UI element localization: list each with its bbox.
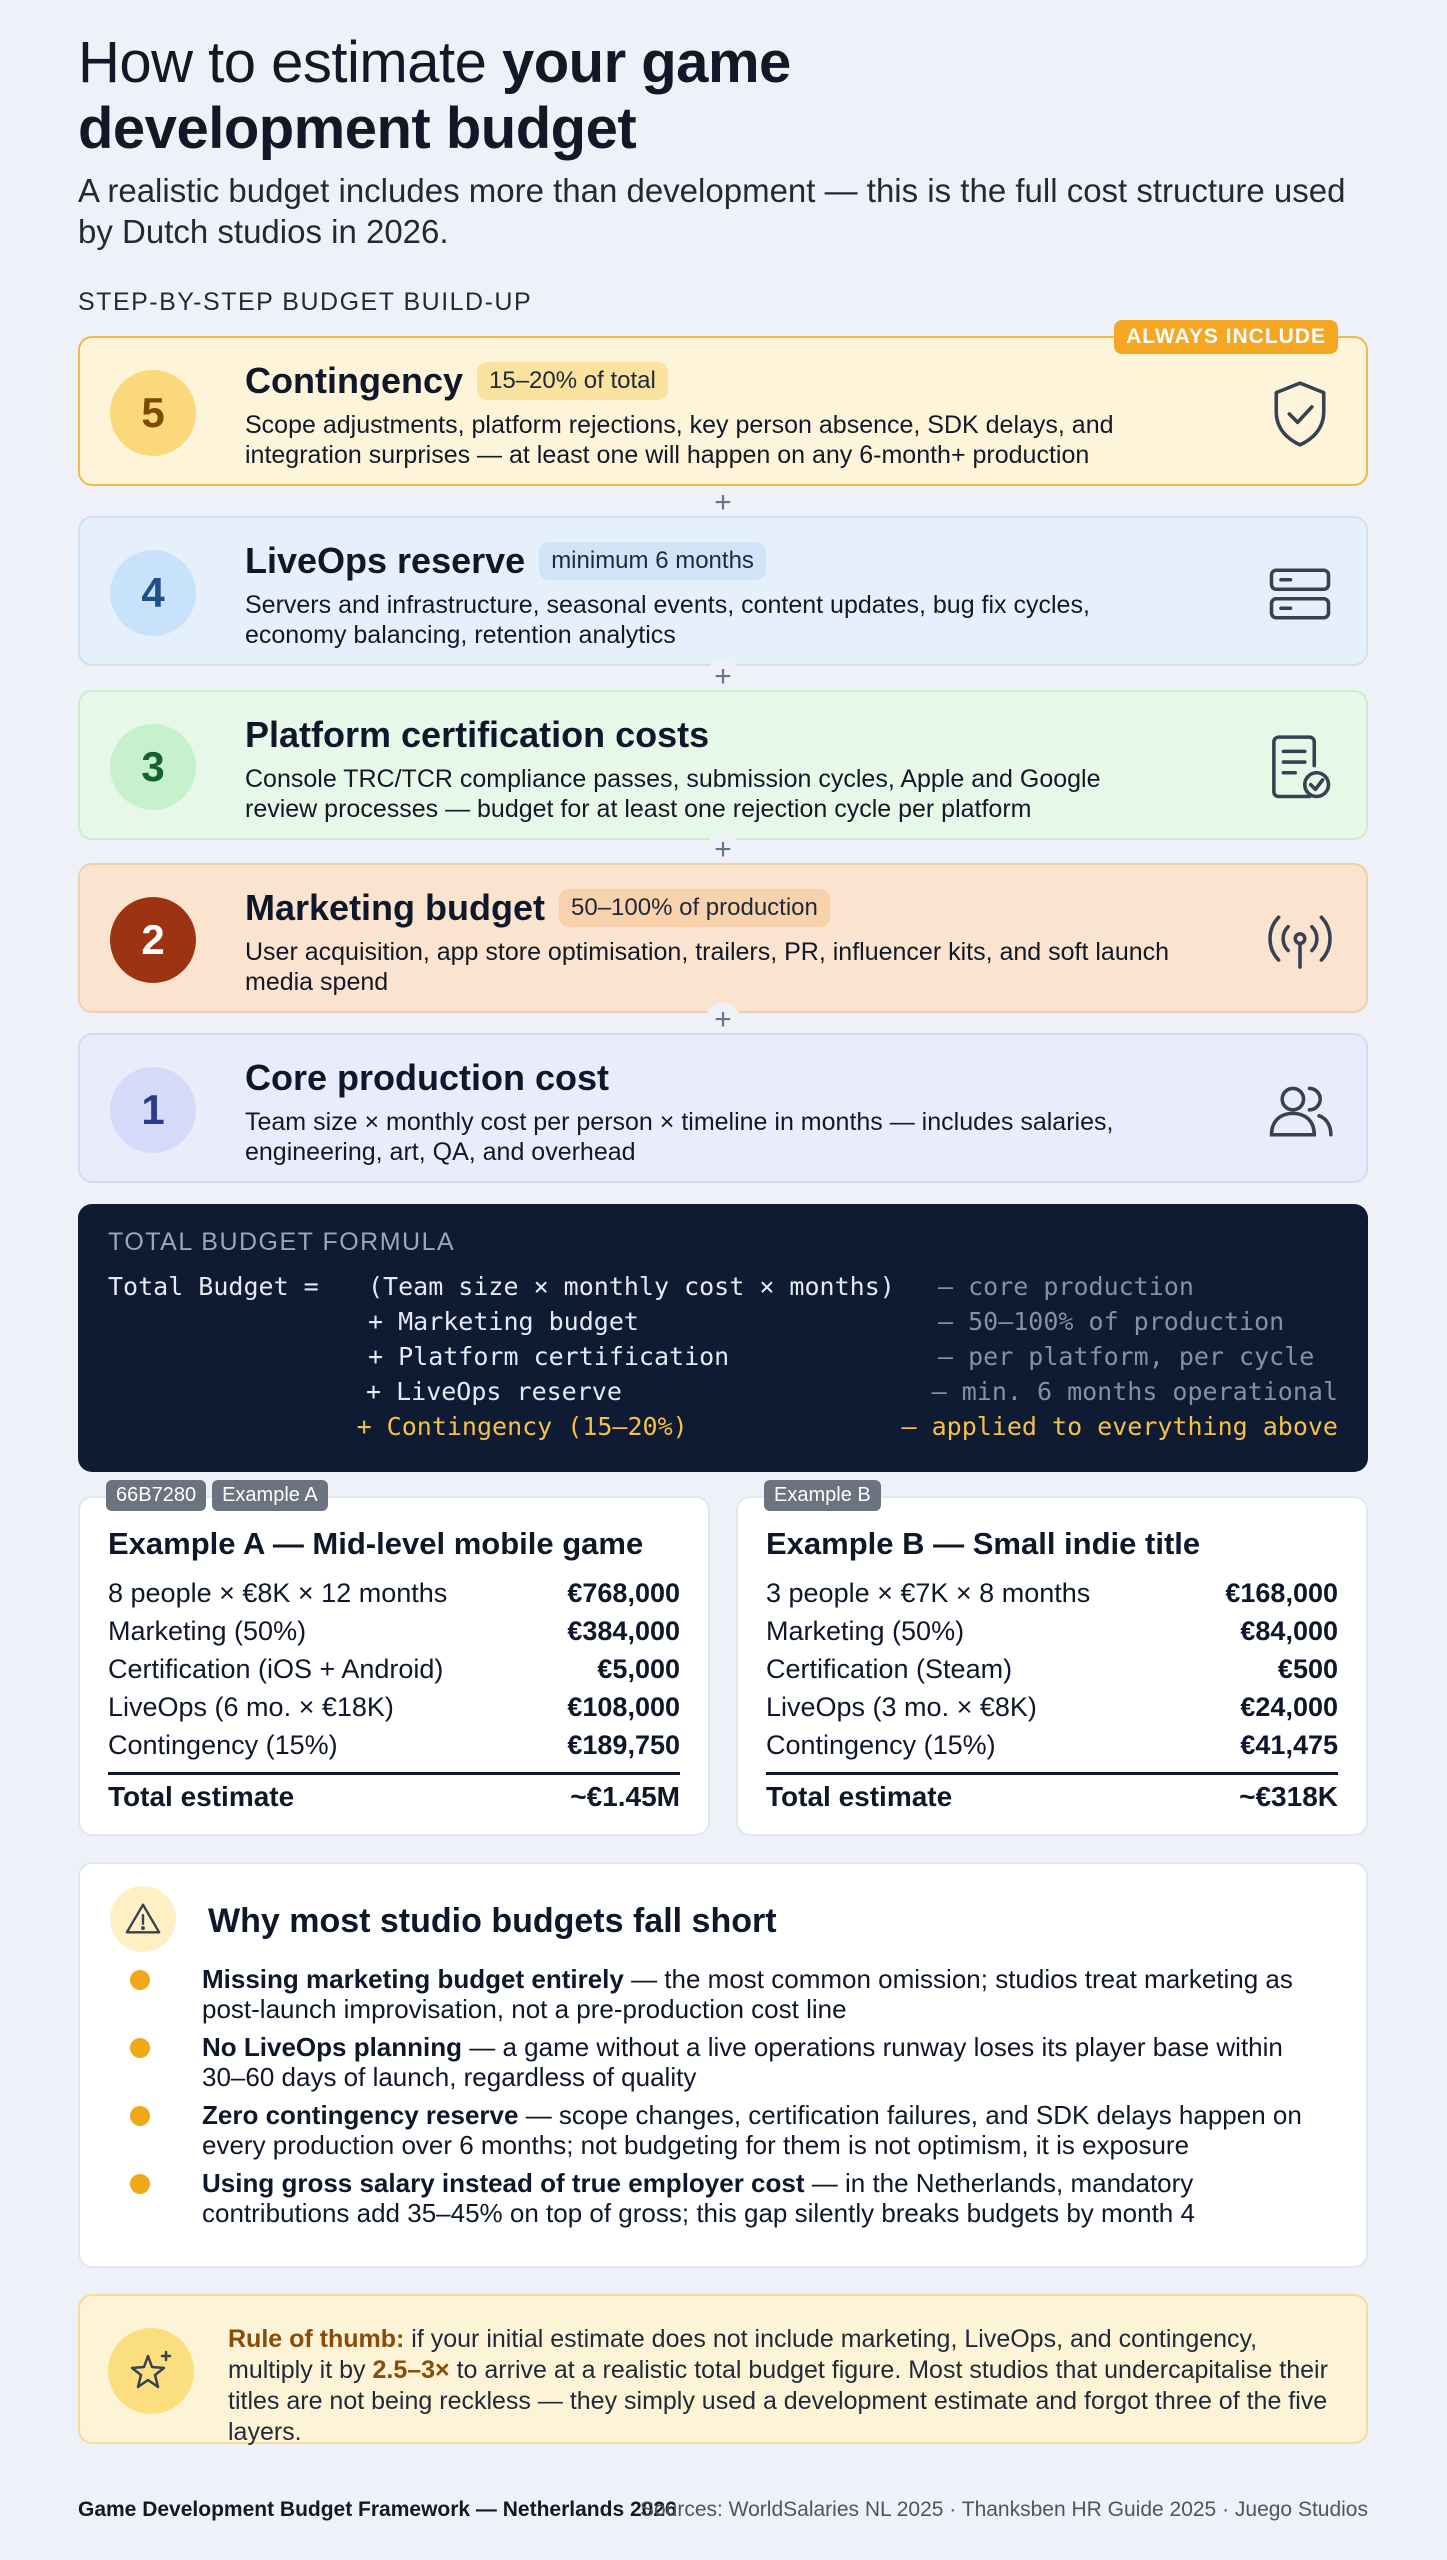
step-description: Team size × monthly cost per person × ti… (245, 1108, 1114, 1166)
example-tag: Example A (212, 1480, 328, 1511)
step-description: Servers and infrastructure, seasonal eve… (245, 591, 1090, 649)
step-name: Marketing budget (245, 887, 546, 928)
shield-check-icon (1262, 376, 1338, 452)
step-pill: 50–100% of production (559, 889, 830, 927)
step-name: Core production cost (245, 1057, 610, 1098)
example-b-card: Example B Example B — Small indie title … (736, 1480, 1368, 1836)
formula-label: TOTAL BUDGET FORMULA (108, 1228, 456, 1256)
list-item: Using gross salary instead of true emplo… (130, 2168, 1330, 2228)
broadcast-icon (1262, 903, 1338, 979)
footer-sources: Sources: WorldSalaries NL 2025 · Thanksb… (639, 2498, 1368, 2521)
example-row: Contingency (15%) €189,750 (108, 1730, 680, 1760)
example-row: Certification (Steam) €500 (766, 1654, 1338, 1684)
why-budgets-fall-short: Why most studio budgets fall short Missi… (78, 1862, 1368, 2268)
step-number: 2 (110, 897, 196, 983)
step-number: 1 (110, 1067, 196, 1153)
example-row: Marketing (50%) €384,000 (108, 1616, 680, 1646)
list-item: No LiveOps planning — a game without a l… (130, 2032, 1330, 2092)
footer-title: Game Development Budget Framework — Neth… (78, 2498, 677, 2521)
list-item: Missing marketing budget entirely — the … (130, 1964, 1330, 2024)
server-icon (1262, 556, 1338, 632)
step-number: 3 (110, 724, 196, 810)
formula-row: + LiveOps reserve – min. 6 months operat… (366, 1377, 1338, 1406)
example-a-card: 66B7280 Example A Example A — Mid-level … (78, 1480, 710, 1836)
step-number: 4 (110, 550, 196, 636)
step-pill: 15–20% of total (477, 362, 668, 400)
step-description: Console TRC/TCR compliance passes, submi… (245, 765, 1101, 823)
formula-row: + Contingency (15–20%) – applied to ever… (356, 1412, 1338, 1441)
page-subtitle: A realistic budget includes more than de… (78, 172, 1346, 250)
step-marketing: 2 Marketing budget 50–100% of production… (78, 863, 1368, 1013)
formula-row: + Platform certification – per platform,… (368, 1342, 1315, 1371)
step-pill: minimum 6 months (539, 542, 766, 580)
sparkle-star-icon (108, 2328, 194, 2414)
formula-row: Total Budget = (Team size × monthly cost… (108, 1272, 1194, 1301)
step-number: 5 (110, 370, 196, 456)
rule-of-thumb: Rule of thumb: if your initial estimate … (78, 2294, 1368, 2446)
example-row: Contingency (15%) €41,475 (766, 1730, 1338, 1760)
step-description: User acquisition, app store optimisation… (245, 938, 1170, 996)
certificate-icon (1262, 730, 1338, 806)
step-certification: 3 Platform certification costs Console T… (78, 690, 1368, 840)
why-title: Why most studio budgets fall short (208, 1902, 777, 1940)
page-title: How to estimate your game development bu… (78, 30, 791, 161)
example-row: Certification (iOS + Android) €5,000 (108, 1654, 680, 1684)
step-name: Platform certification costs (245, 714, 710, 755)
warning-icon (110, 1886, 176, 1952)
example-row: LiveOps (6 mo. × €18K) €108,000 (108, 1692, 680, 1722)
step-description: Scope adjustments, platform rejections, … (245, 411, 1114, 469)
example-tag: Example B (764, 1480, 881, 1511)
example-row: Marketing (50%) €84,000 (766, 1616, 1338, 1646)
example-row: LiveOps (3 mo. × €8K) €24,000 (766, 1692, 1338, 1722)
always-include-badge: ALWAYS INCLUDE (1114, 320, 1338, 354)
step-name: Contingency (245, 360, 464, 401)
budget-formula: TOTAL BUDGET FORMULA Total Budget = (Tea… (78, 1204, 1368, 1472)
example-title: Example A — Mid-level mobile game (108, 1526, 644, 1561)
list-item: Zero contingency reserve — scope changes… (130, 2100, 1330, 2160)
example-tag: 66B7280 (106, 1480, 207, 1511)
formula-row: + Marketing budget – 50–100% of producti… (368, 1307, 1285, 1336)
example-title: Example B — Small indie title (766, 1526, 1201, 1561)
example-row: 3 people × €7K × 8 months €168,000 (766, 1578, 1338, 1608)
step-contingency: ALWAYS INCLUDE 5 Contingency 15–20% of t… (78, 320, 1368, 486)
users-icon (1262, 1073, 1338, 1149)
step-liveops: 4 LiveOps reserve minimum 6 months Serve… (78, 516, 1368, 666)
example-total: Total estimate ~€318K (766, 1772, 1338, 1813)
rule-text: Rule of thumb: if your initial estimate … (228, 2325, 1328, 2446)
section-label: STEP-BY-STEP BUDGET BUILD-UP (78, 288, 533, 316)
step-core-production: 1 Core production cost Team size × month… (78, 1033, 1368, 1183)
step-name: LiveOps reserve (245, 540, 526, 581)
example-row: 8 people × €8K × 12 months €768,000 (108, 1578, 680, 1608)
example-total: Total estimate ~€1.45M (108, 1772, 680, 1813)
